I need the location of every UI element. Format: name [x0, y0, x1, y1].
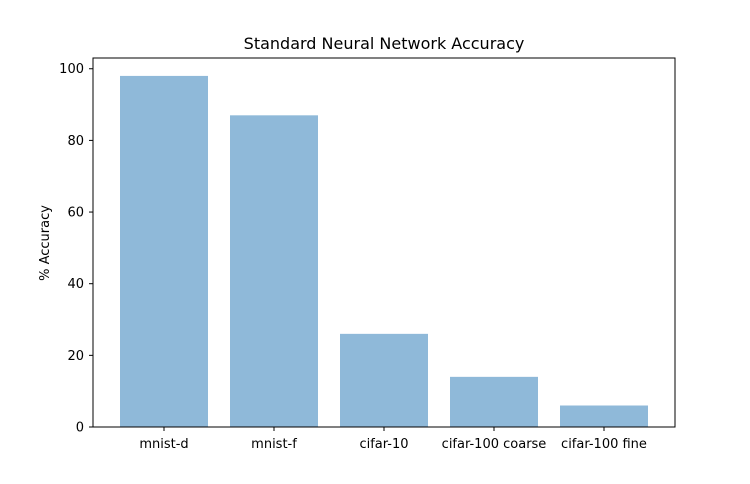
bar-cifar-100-fine	[560, 405, 648, 427]
y-tick-label: 60	[67, 206, 84, 221]
y-axis-label: % Accuracy	[38, 205, 53, 281]
y-tick-label: 0	[76, 421, 84, 436]
x-tick-label: cifar-100 fine	[561, 437, 647, 452]
x-tick-label: mnist-f	[251, 437, 297, 452]
bar-cifar-100-coarse	[450, 376, 538, 427]
x-tick-label: cifar-10	[359, 437, 408, 452]
y-tick-label: 40	[67, 277, 84, 292]
x-axis: mnist-d mnist-f cifar-10 cifar-100 coarse ci…	[139, 427, 647, 452]
bar-mnist-d	[120, 75, 208, 427]
bar-mnist-f	[230, 115, 318, 428]
plot-frame	[92, 57, 676, 428]
y-tick-label: 80	[67, 134, 84, 149]
chart-title: Standard Neural Network Accuracy	[244, 34, 525, 53]
y-tick-label: 20	[67, 349, 84, 364]
x-tick-label: mnist-d	[139, 437, 188, 452]
x-tick-label: cifar-100 coarse	[442, 437, 547, 452]
bars-group	[120, 75, 648, 428]
y-axis: 0 20 40 60 80 100	[59, 62, 93, 436]
bar-cifar-10	[340, 333, 428, 427]
y-tick-label: 100	[59, 62, 84, 77]
